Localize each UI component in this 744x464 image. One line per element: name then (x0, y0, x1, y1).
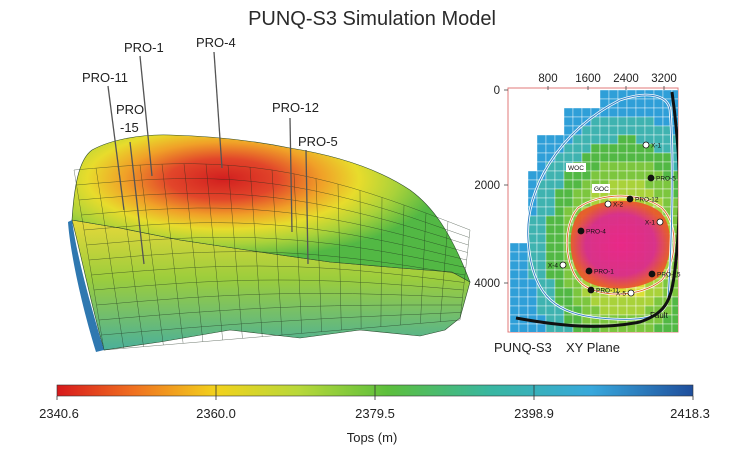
colorbar-tick-2: 2379.5 (355, 406, 395, 421)
xy-well-label: PRO-4 (586, 229, 606, 236)
xy-well-label: X-1 (645, 220, 656, 227)
xy-well-label: PRO-11 (596, 288, 619, 295)
xy-well-label: PRO-12 (635, 197, 659, 204)
reservoir-grid-mesh (73, 163, 471, 351)
well-pro-5-line (305, 149, 309, 265)
well-label-pro-1: PRO-1 (124, 40, 164, 55)
xy-well-marker (585, 267, 593, 275)
xy-x-tick-2400: 2400 (613, 73, 639, 85)
xy-well-marker (577, 227, 585, 235)
well-label-pro-11: PRO-11 (82, 70, 128, 85)
reservoir-top-surface (71, 134, 471, 283)
oil-zone-core (570, 200, 671, 289)
xy-well-marker (559, 261, 567, 269)
xy-well-label: X-1 (651, 143, 662, 150)
xy-caption-right: XY Plane (566, 340, 620, 355)
xy-well-marker (604, 200, 612, 208)
xy-y-tick-0: 0 (494, 85, 500, 97)
well-pro-12-line (289, 117, 293, 233)
xy-well-marker (642, 141, 650, 149)
xy-caption-left: PUNQ-S3 (494, 340, 552, 355)
well-label-pro-15-line2: -15 (120, 120, 139, 135)
xy-well-marker (656, 218, 664, 226)
fault-label: Fault (650, 311, 669, 320)
xy-well-marker (627, 289, 635, 297)
colorbar-tick-0: 2340.6 (39, 406, 79, 421)
xy-well-label: PRO-5 (656, 176, 676, 183)
well-label-pro-5: PRO-5 (298, 134, 338, 149)
colorbar-label: Tops (m) (347, 430, 398, 445)
well-label-pro-12: PRO-12 (272, 100, 319, 115)
well-pro-1-line (139, 55, 153, 177)
xy-x-tick-800: 800 (538, 73, 557, 85)
well-pro-11-line (107, 85, 125, 211)
figure-title: PUNQ-S3 Simulation Model (248, 8, 496, 30)
xy-well-label: PRO-1 (594, 269, 614, 276)
xy-y-tick-4000: 4000 (474, 278, 500, 290)
reservoir-3d-view (68, 134, 471, 352)
xy-well-marker (626, 195, 634, 203)
fault-line (515, 91, 678, 328)
xy-well-markers: X-1 PRO-5 PRO-12 X-2 PRO-4 X-1 PRO-1 X-4 PRO-11X… (548, 141, 681, 298)
well-label-pro-4: PRO-4 (196, 35, 236, 50)
xy-y-tick-2000: 2000 (474, 180, 500, 192)
xy-x-tick-3200: 3200 (651, 73, 677, 85)
colorbar-tick-3: 2398.9 (514, 406, 554, 421)
well-label-pro-15-line1: PRO (116, 102, 144, 117)
colorbar: 2340.6 2360.0 2379.5 2398.9 2418.3 Tops … (39, 384, 710, 445)
colorbar-tick-4: 2418.3 (670, 406, 710, 421)
xy-well-marker (647, 174, 655, 182)
well-trajectories (107, 51, 309, 265)
xy-well-marker (648, 270, 656, 278)
xy-well-label: X-5 (616, 291, 627, 298)
xy-plane-map: 800 1600 2400 3200 0 2000 4000 WOC GOC (474, 73, 681, 355)
xy-x-tick-1600: 1600 (575, 73, 601, 85)
xy-well-label: X-2 (613, 202, 624, 209)
xy-well-marker (587, 286, 595, 294)
well-pro-15-line (129, 141, 145, 265)
well-pro-4-line (213, 51, 223, 169)
goc-label: GOC (594, 186, 609, 193)
colorbar-tick-1: 2360.0 (196, 406, 236, 421)
reservoir-left-edge (68, 220, 104, 352)
xy-well-label: PRO-15 (657, 272, 681, 279)
woc-label: WOC (568, 165, 584, 172)
xy-well-label: X-4 (548, 263, 559, 270)
